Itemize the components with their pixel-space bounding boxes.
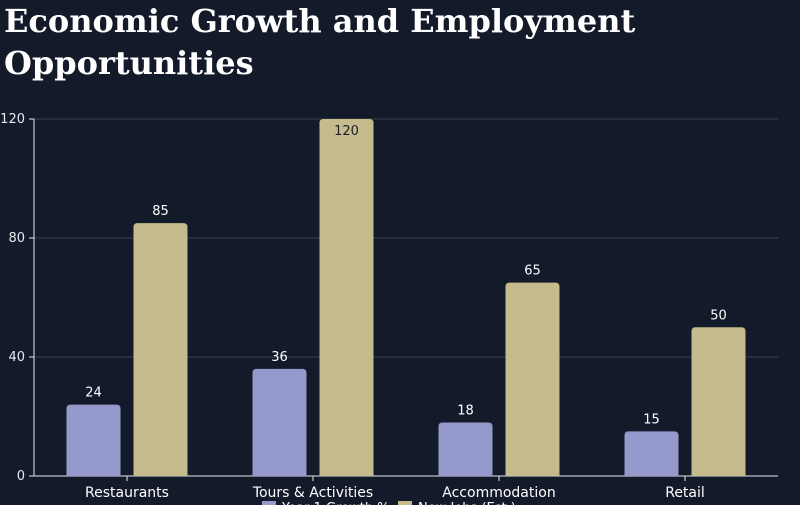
data-label-1-3: 50 xyxy=(710,308,727,323)
legend-swatch-1 xyxy=(398,501,412,505)
legend: Year 1 Growth % New Jobs (Est.) xyxy=(262,501,516,505)
data-label-0-2: 18 xyxy=(457,403,474,418)
y-tick-label-80: 80 xyxy=(8,231,25,246)
bar-1-2 xyxy=(505,282,560,476)
data-label-1-0: 85 xyxy=(152,204,169,219)
data-label-1-2: 65 xyxy=(524,264,541,279)
legend-label-1: New Jobs (Est.) xyxy=(418,501,516,505)
data-label-0-3: 15 xyxy=(643,412,660,427)
data-label-0-1: 36 xyxy=(271,350,288,365)
legend-swatch-0 xyxy=(262,501,276,505)
bar-1-3 xyxy=(691,327,746,476)
bars xyxy=(66,119,746,476)
y-tick-label-120: 120 xyxy=(0,112,25,127)
legend-label-0: Year 1 Growth % xyxy=(281,501,390,505)
chart-title: Economic Growth and Employment Opportuni… xyxy=(4,2,636,82)
data-label-0-0: 24 xyxy=(85,386,102,401)
x-tick-label-1: Tours & Activities xyxy=(252,485,373,501)
data-label-1-1: 120 xyxy=(334,124,359,139)
bar-0-2 xyxy=(438,422,493,476)
bar-1-1 xyxy=(319,119,374,476)
y-tick-label-40: 40 xyxy=(8,350,25,365)
bar-0-3 xyxy=(624,431,679,476)
x-tick-label-0: Restaurants xyxy=(85,485,169,501)
x-tick-label-3: Retail xyxy=(665,485,705,501)
y-tick-label-0: 0 xyxy=(17,469,25,484)
labels: 0 40 80 120 Restaurants 24 85 Tours & Activitie… xyxy=(0,112,727,501)
bar-1-0 xyxy=(133,223,188,476)
bar-0-1 xyxy=(252,368,307,476)
x-tick-label-2: Accommodation xyxy=(442,485,555,501)
bar-0-0 xyxy=(66,404,121,476)
